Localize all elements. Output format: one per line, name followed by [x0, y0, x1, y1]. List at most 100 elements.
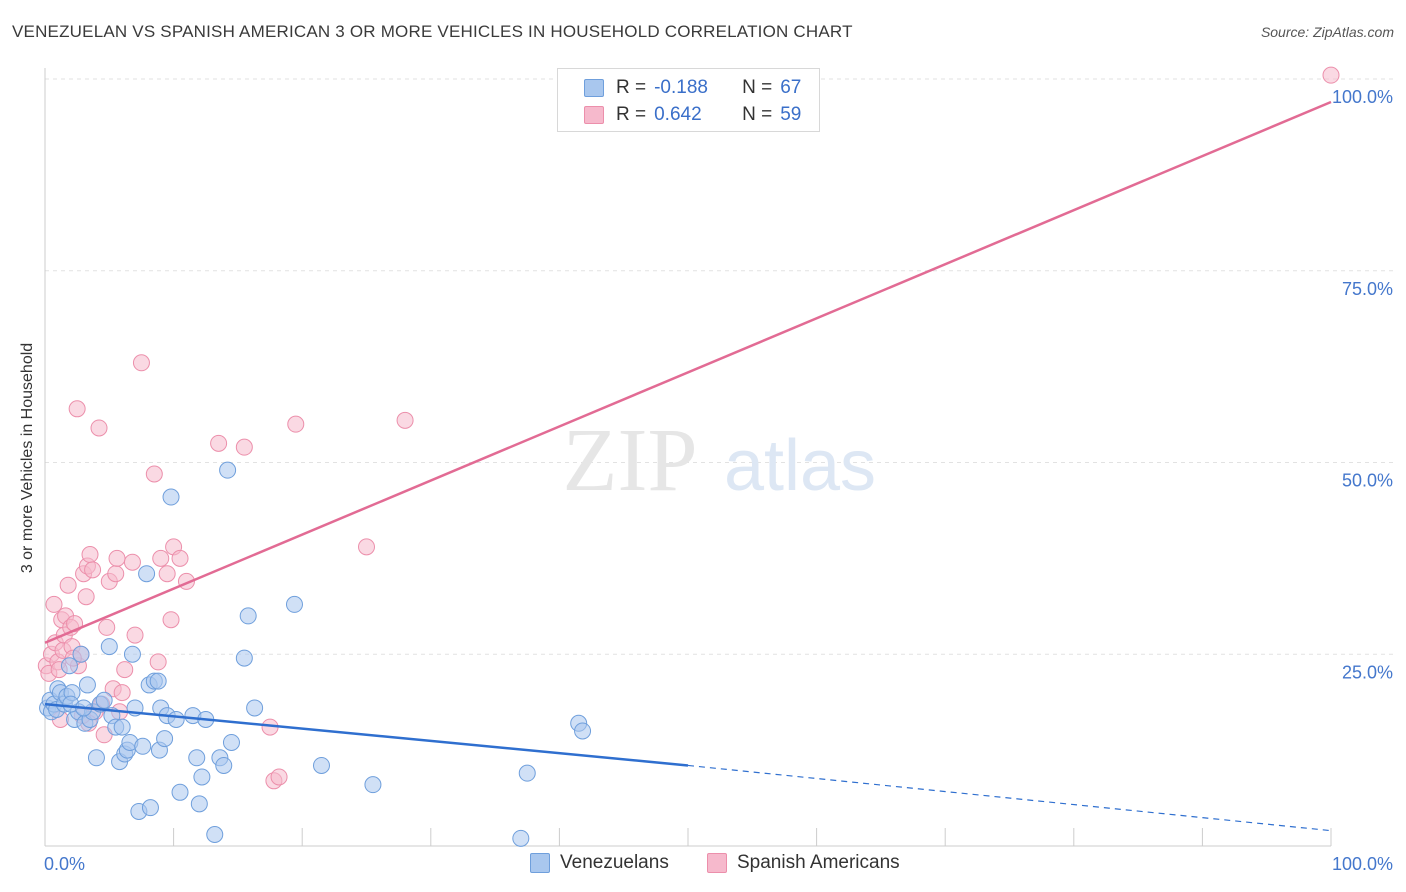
venezuelans-point[interactable] — [167, 710, 185, 728]
venezuelans-point[interactable] — [100, 638, 118, 656]
spanish-americans-point[interactable] — [81, 546, 99, 564]
spanish-americans-point[interactable] — [108, 549, 126, 567]
y-axis-label: 3 or more Vehicles in Household — [19, 342, 36, 574]
y-tick-label: 100.0% — [1332, 87, 1393, 107]
venezuelans-point[interactable] — [235, 649, 253, 667]
spanish-americans-point[interactable] — [123, 553, 141, 571]
venezuelans-trend-line — [44, 702, 689, 767]
spanish-americans-point[interactable] — [116, 661, 134, 679]
venezuelans-points — [39, 461, 592, 847]
tick-labels: 25.0% 50.0% 75.0% 100.0% 0.0% 100.0% — [44, 87, 1393, 874]
legend-n-value: 67 — [780, 77, 802, 98]
legend-row-spanish-americans: R = 0.642 N = 59 — [584, 104, 801, 126]
spanish-americans-points — [37, 66, 1340, 790]
spanish-americans-point[interactable] — [152, 549, 170, 567]
legend-r-label: R = — [616, 104, 647, 125]
venezuelans-point[interactable] — [190, 795, 208, 813]
spanish-americans-point[interactable] — [45, 595, 63, 613]
legend-row-venezuelans: R = -0.188 N = 67 — [584, 77, 801, 99]
legend-swatch-blue — [530, 853, 550, 873]
venezuelans-point[interactable] — [138, 565, 156, 583]
spanish-americans-point[interactable] — [90, 419, 108, 437]
spanish-americans-point[interactable] — [107, 565, 125, 583]
watermark-atlas: atlas — [724, 426, 876, 506]
spanish-americans-point[interactable] — [171, 549, 189, 567]
y-tick-label: 50.0% — [1342, 471, 1393, 491]
legend-swatch-blue — [584, 79, 604, 97]
spanish-americans-point[interactable] — [149, 653, 167, 671]
venezuelans-point[interactable] — [312, 756, 330, 774]
venezuelans-point[interactable] — [78, 676, 96, 694]
spanish-americans-point[interactable] — [126, 626, 144, 644]
spanish-americans-point[interactable] — [98, 618, 116, 636]
venezuelans-point[interactable] — [518, 764, 536, 782]
spanish-americans-point[interactable] — [235, 438, 253, 456]
venezuelans-point[interactable] — [193, 768, 211, 786]
legend-label: Spanish Americans — [737, 852, 900, 873]
legend-item-spanish-americans[interactable]: Spanish Americans — [707, 852, 900, 874]
spanish-americans-trend-line — [44, 100, 1332, 644]
venezuelans-point[interactable] — [285, 595, 303, 613]
spanish-americans-point[interactable] — [287, 415, 305, 433]
venezuelans-point[interactable] — [364, 776, 382, 794]
spanish-americans-point[interactable] — [210, 434, 228, 452]
watermark-zip: ZIP — [563, 411, 698, 510]
venezuelans-point[interactable] — [162, 488, 180, 506]
y-tick-label: 25.0% — [1342, 662, 1393, 682]
spanish-americans-point[interactable] — [358, 538, 375, 556]
legend-r-value: 0.642 — [654, 104, 702, 125]
chart-title: VENEZUELAN VS SPANISH AMERICAN 3 OR MORE… — [12, 22, 853, 41]
grid-lines — [45, 78, 1395, 655]
venezuelans-point[interactable] — [171, 783, 189, 801]
correlation-legend: R = -0.188 N = 67 R = 0.642 N = 59 — [557, 68, 820, 132]
venezuelans-point[interactable] — [215, 756, 233, 774]
spanish-americans-point[interactable] — [77, 588, 95, 606]
legend-swatch-pink — [707, 853, 727, 873]
venezuelans-point[interactable] — [113, 718, 131, 736]
legend-label: Venezuelans — [560, 852, 669, 873]
legend-r-label: R = — [616, 77, 647, 98]
venezuelans-point[interactable] — [134, 737, 152, 755]
venezuelans-point[interactable] — [206, 825, 224, 843]
spanish-americans-point[interactable] — [396, 411, 414, 429]
spanish-americans-point[interactable] — [270, 768, 288, 786]
source-credit: Source: ZipAtlas.com — [1260, 24, 1394, 40]
venezuelans-point[interactable] — [87, 749, 105, 767]
venezuelans-point[interactable] — [219, 461, 237, 479]
legend-swatch-pink — [584, 106, 604, 124]
venezuelans-point[interactable] — [149, 672, 167, 690]
spanish-americans-point[interactable] — [145, 465, 163, 483]
venezuelans-point[interactable] — [246, 699, 264, 717]
legend-r-value: -0.188 — [654, 77, 708, 98]
trend-lines — [44, 100, 1332, 832]
watermark: ZIP atlas — [563, 411, 877, 510]
venezuelans-point[interactable] — [222, 733, 240, 751]
legend-item-venezuelans[interactable]: Venezuelans — [530, 852, 669, 874]
spanish-americans-point[interactable] — [162, 611, 180, 629]
venezuelans-point[interactable] — [72, 645, 90, 663]
legend-n-label: N = — [742, 104, 773, 125]
venezuelans-point[interactable] — [188, 749, 206, 767]
spanish-americans-point[interactable] — [132, 354, 150, 372]
series-legend: Venezuelans Spanish Americans — [0, 852, 1406, 878]
legend-n-value: 59 — [780, 104, 802, 125]
venezuelans-trend-extension — [687, 764, 1332, 832]
venezuelans-point[interactable] — [95, 691, 113, 709]
venezuelans-point[interactable] — [239, 607, 257, 625]
venezuelans-point[interactable] — [60, 657, 78, 675]
venezuelans-point[interactable] — [512, 829, 530, 847]
venezuelans-point[interactable] — [156, 730, 174, 748]
venezuelans-point[interactable] — [141, 799, 159, 817]
spanish-americans-point[interactable] — [59, 576, 77, 594]
spanish-americans-point[interactable] — [68, 400, 86, 418]
spanish-americans-point[interactable] — [84, 561, 102, 579]
spanish-americans-point[interactable] — [113, 684, 131, 702]
venezuelans-point[interactable] — [123, 645, 141, 663]
legend-n-label: N = — [742, 77, 773, 98]
x-tick-label-max: 100.0% — [1332, 854, 1393, 874]
spanish-americans-point[interactable] — [1322, 66, 1340, 84]
spanish-americans-point[interactable] — [158, 565, 176, 583]
venezuelans-point[interactable] — [574, 722, 592, 740]
x-tick-label-min: 0.0% — [44, 854, 85, 874]
